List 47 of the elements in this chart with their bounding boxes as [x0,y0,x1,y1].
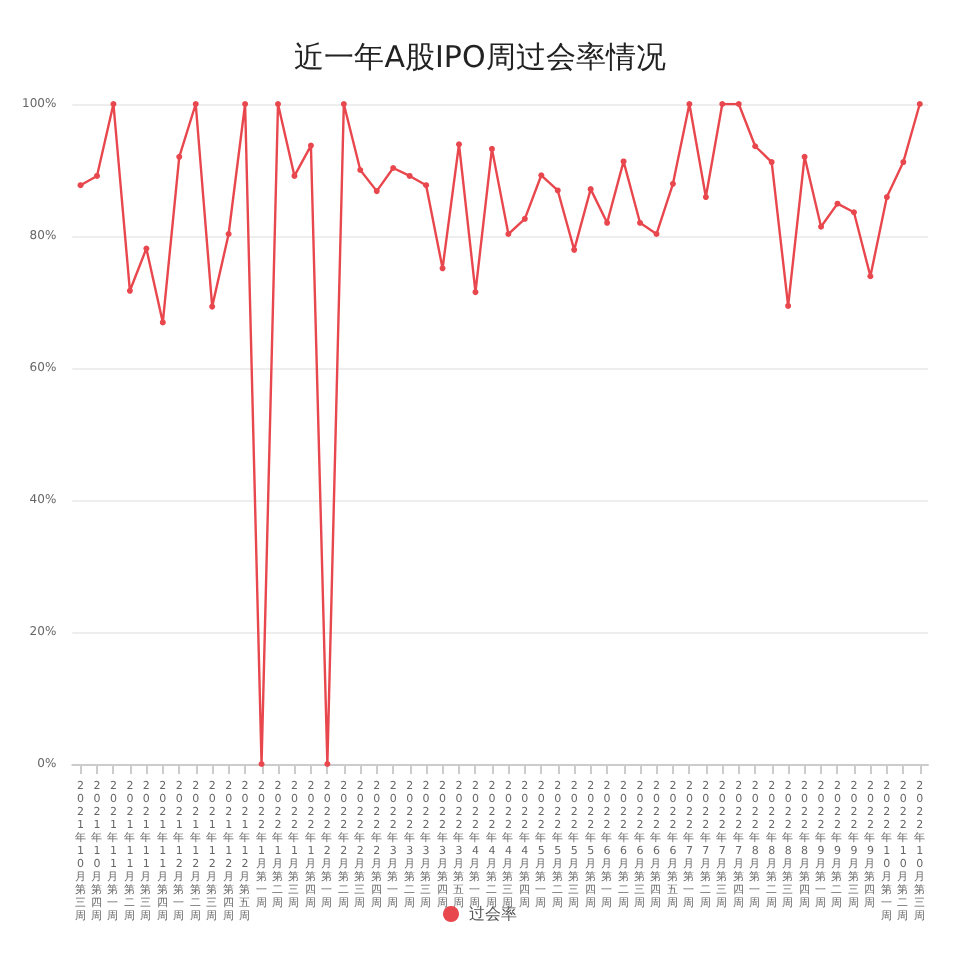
point [324,761,331,767]
point [571,246,578,253]
point [686,101,693,107]
point [225,231,232,238]
point [752,143,759,150]
point [801,153,808,160]
point [258,761,265,767]
point [472,289,479,296]
point [768,159,775,166]
point [883,194,890,201]
point [900,159,907,166]
point [785,302,792,309]
point [488,145,495,152]
point [916,101,923,107]
point [77,182,84,189]
point [373,188,380,195]
point [291,172,298,179]
point [702,194,709,201]
point [521,215,528,222]
point [423,182,430,189]
point [406,172,413,179]
point [505,231,512,238]
point [439,265,446,272]
point [818,223,825,230]
point [867,273,874,280]
point [669,180,676,187]
point [850,209,857,216]
point [390,165,397,172]
point [357,167,364,173]
point [209,303,216,310]
legend-label: 过会率 [469,905,517,923]
line-series [77,101,923,767]
point [538,172,545,179]
point [456,141,463,148]
point [176,153,183,160]
point [307,142,314,149]
chart-title: 近一年A股IPO周过会率情况 [294,39,666,75]
point [604,219,611,226]
point [587,186,594,193]
point [340,101,347,107]
point [110,101,117,107]
point [126,287,133,294]
point [620,158,627,165]
point [159,319,166,326]
point [637,219,644,226]
point [653,231,660,238]
point [192,101,199,107]
